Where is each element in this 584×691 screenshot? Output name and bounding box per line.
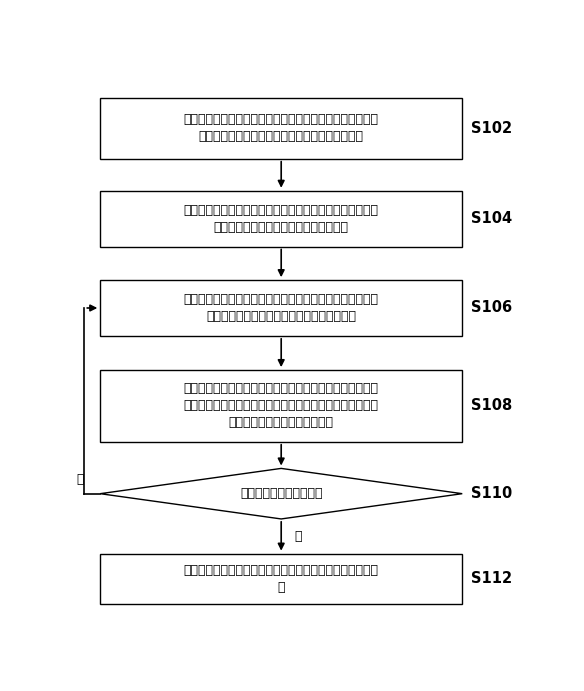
Text: 是: 是 bbox=[295, 530, 303, 542]
Text: S102: S102 bbox=[471, 121, 512, 135]
Bar bbox=[100, 280, 463, 336]
Text: 依据开关组与独立二极管在所有时步的状态进行电磁暂态仿
真: 依据开关组与独立二极管在所有时步的状态进行电磁暂态仿 真 bbox=[184, 564, 378, 594]
Text: 依据上一时步中的状态、初始状态以及桥臂电流对开关组与
独立二极管的状态进行更新，并将更新后的状态作为开关组
与独立二极管在当前时步的状态: 依据上一时步中的状态、初始状态以及桥臂电流对开关组与 独立二极管的状态进行更新，… bbox=[184, 382, 378, 429]
Text: S106: S106 bbox=[471, 301, 512, 316]
Bar bbox=[100, 97, 463, 159]
Text: S110: S110 bbox=[471, 486, 513, 501]
Text: 获取等效后的开关组与独立二极管在上一时步中的状态、驱
动信号、端电压、支路电流以及桥臂电流: 获取等效后的开关组与独立二极管在上一时步中的状态、驱 动信号、端电压、支路电流以… bbox=[184, 204, 378, 234]
Text: S104: S104 bbox=[471, 211, 512, 226]
Text: 判断是否达到预设定时步: 判断是否达到预设定时步 bbox=[240, 487, 322, 500]
Text: S108: S108 bbox=[471, 399, 513, 413]
Polygon shape bbox=[100, 468, 463, 519]
Text: 否: 否 bbox=[76, 473, 84, 486]
Bar bbox=[100, 370, 463, 442]
Bar bbox=[100, 191, 463, 247]
Bar bbox=[100, 553, 463, 604]
Text: 对变流器中的器件进行诺频等效，其中，变流器中包括开关
组与独立二极管，开关组包括开关管与组合二极管: 对变流器中的器件进行诺频等效，其中，变流器中包括开关 组与独立二极管，开关组包括… bbox=[184, 113, 378, 143]
Text: S112: S112 bbox=[471, 571, 512, 586]
Text: 依据上一时步中的状态、驱动信号、端电压以及支路电流确
定开关组与独立二极管在当前时步的初始状态: 依据上一时步中的状态、驱动信号、端电压以及支路电流确 定开关组与独立二极管在当前… bbox=[184, 293, 378, 323]
